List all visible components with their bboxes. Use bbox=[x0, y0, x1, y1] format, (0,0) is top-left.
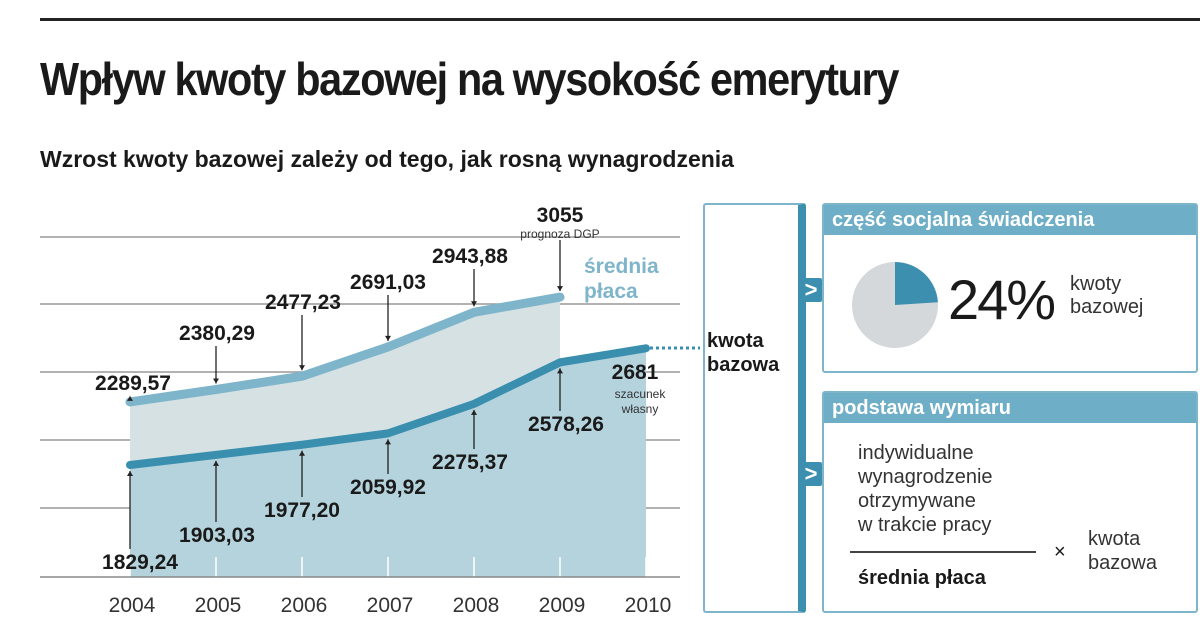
pie-chart bbox=[852, 262, 938, 348]
arrow-up-head bbox=[213, 460, 219, 466]
top-rule bbox=[40, 18, 1200, 21]
label-srednia-placa: 2289,57 bbox=[95, 372, 171, 395]
x-tick-label: 2006 bbox=[281, 594, 328, 617]
x-tick-label: 2009 bbox=[539, 594, 586, 617]
arrow-up-head bbox=[127, 471, 133, 476]
denominator: średnia płaca bbox=[858, 567, 986, 589]
arrow-down-head bbox=[299, 365, 305, 371]
x-tick-label: 2007 bbox=[367, 594, 414, 617]
numerator-4: w trakcie pracy bbox=[858, 514, 992, 536]
x-tick-label: 2010 bbox=[625, 594, 672, 617]
label-kwota-bazowa: 1903,03 bbox=[179, 524, 255, 547]
label-kwota-bazowa: 2059,92 bbox=[350, 476, 426, 499]
subtitle: Wzrost kwoty bazowej zależy od tego, jak… bbox=[40, 146, 734, 172]
label-kwota-bazowa: 1829,24 bbox=[102, 551, 178, 574]
arrow-down-head bbox=[127, 395, 133, 401]
label-srednia-placa: 2691,03 bbox=[350, 271, 426, 294]
percent-text-1: kwoty bbox=[1070, 273, 1122, 295]
arrow-up-head bbox=[385, 439, 391, 445]
label-srednia-placa: 3055 bbox=[537, 204, 584, 227]
label-kwota-bazowa: 2275,37 bbox=[432, 451, 508, 474]
legend-srednia-1: średnia bbox=[584, 255, 659, 278]
kwota-label-2: bazowa bbox=[707, 354, 780, 376]
numerator-2: wynagrodzenie bbox=[858, 466, 993, 488]
label-kwota-bazowa: 2578,26 bbox=[528, 413, 604, 436]
line-kwota-bazowa bbox=[126, 344, 650, 469]
line-srednia-placa bbox=[125, 292, 565, 407]
annotation-prognoza: prognoza DGP bbox=[520, 227, 599, 241]
chevron-right-icon: > bbox=[800, 278, 822, 302]
annotation-wlasny: własny bbox=[621, 402, 659, 416]
x-tick-label: 2005 bbox=[195, 594, 242, 617]
x-tick-label: 2004 bbox=[109, 594, 156, 617]
social-header: część socjalna świadczenia bbox=[824, 205, 1196, 235]
basis-box: podstawa wymiaru indywidualne wynagrodze… bbox=[822, 391, 1198, 613]
page-title: Wpływ kwoty bazowej na wysokość emerytur… bbox=[40, 53, 899, 105]
times-sign: × bbox=[1054, 541, 1066, 563]
annotation-szacunek: szacunek bbox=[615, 387, 667, 401]
arrow-up-head bbox=[557, 368, 563, 374]
kwota-text-1: kwota bbox=[1088, 528, 1141, 550]
kwota-text-2: bazowa bbox=[1088, 552, 1157, 574]
basis-header: podstawa wymiaru bbox=[824, 393, 1196, 423]
social-part-box: część socjalna świadczenia 24% kwoty baz… bbox=[822, 203, 1198, 373]
label-srednia-placa: 2477,23 bbox=[265, 291, 341, 314]
numerator-1: indywidualne bbox=[858, 442, 974, 464]
x-tick-label: 2008 bbox=[453, 594, 500, 617]
label-srednia-placa: 2380,29 bbox=[179, 322, 255, 345]
arrow-up-head bbox=[299, 450, 305, 456]
legend-srednia-2: płaca bbox=[584, 280, 638, 303]
arrow-down-head bbox=[557, 286, 563, 292]
fraction-line bbox=[850, 551, 1036, 553]
arrow-up-head bbox=[471, 409, 477, 415]
chart: 2289,572380,292477,232691,032943,883055p… bbox=[40, 204, 700, 617]
numerator-3: otrzymywane bbox=[858, 490, 976, 512]
percent-value: 24% bbox=[948, 268, 1056, 331]
kwota-label-1: kwota bbox=[707, 330, 764, 352]
arrow-down-head bbox=[213, 378, 219, 384]
arrow-down-head bbox=[471, 301, 477, 307]
label-kwota-bazowa: 2681 bbox=[612, 361, 659, 384]
kwota-bazowa-box: kwota bazowa bbox=[703, 203, 806, 613]
label-srednia-placa: 2943,88 bbox=[432, 245, 508, 268]
pie-slice bbox=[895, 262, 938, 305]
chevron-right-icon: > bbox=[800, 462, 822, 486]
percent-text-2: bazowej bbox=[1070, 296, 1144, 318]
label-kwota-bazowa: 1977,20 bbox=[264, 499, 340, 522]
arrow-down-head bbox=[385, 335, 391, 341]
